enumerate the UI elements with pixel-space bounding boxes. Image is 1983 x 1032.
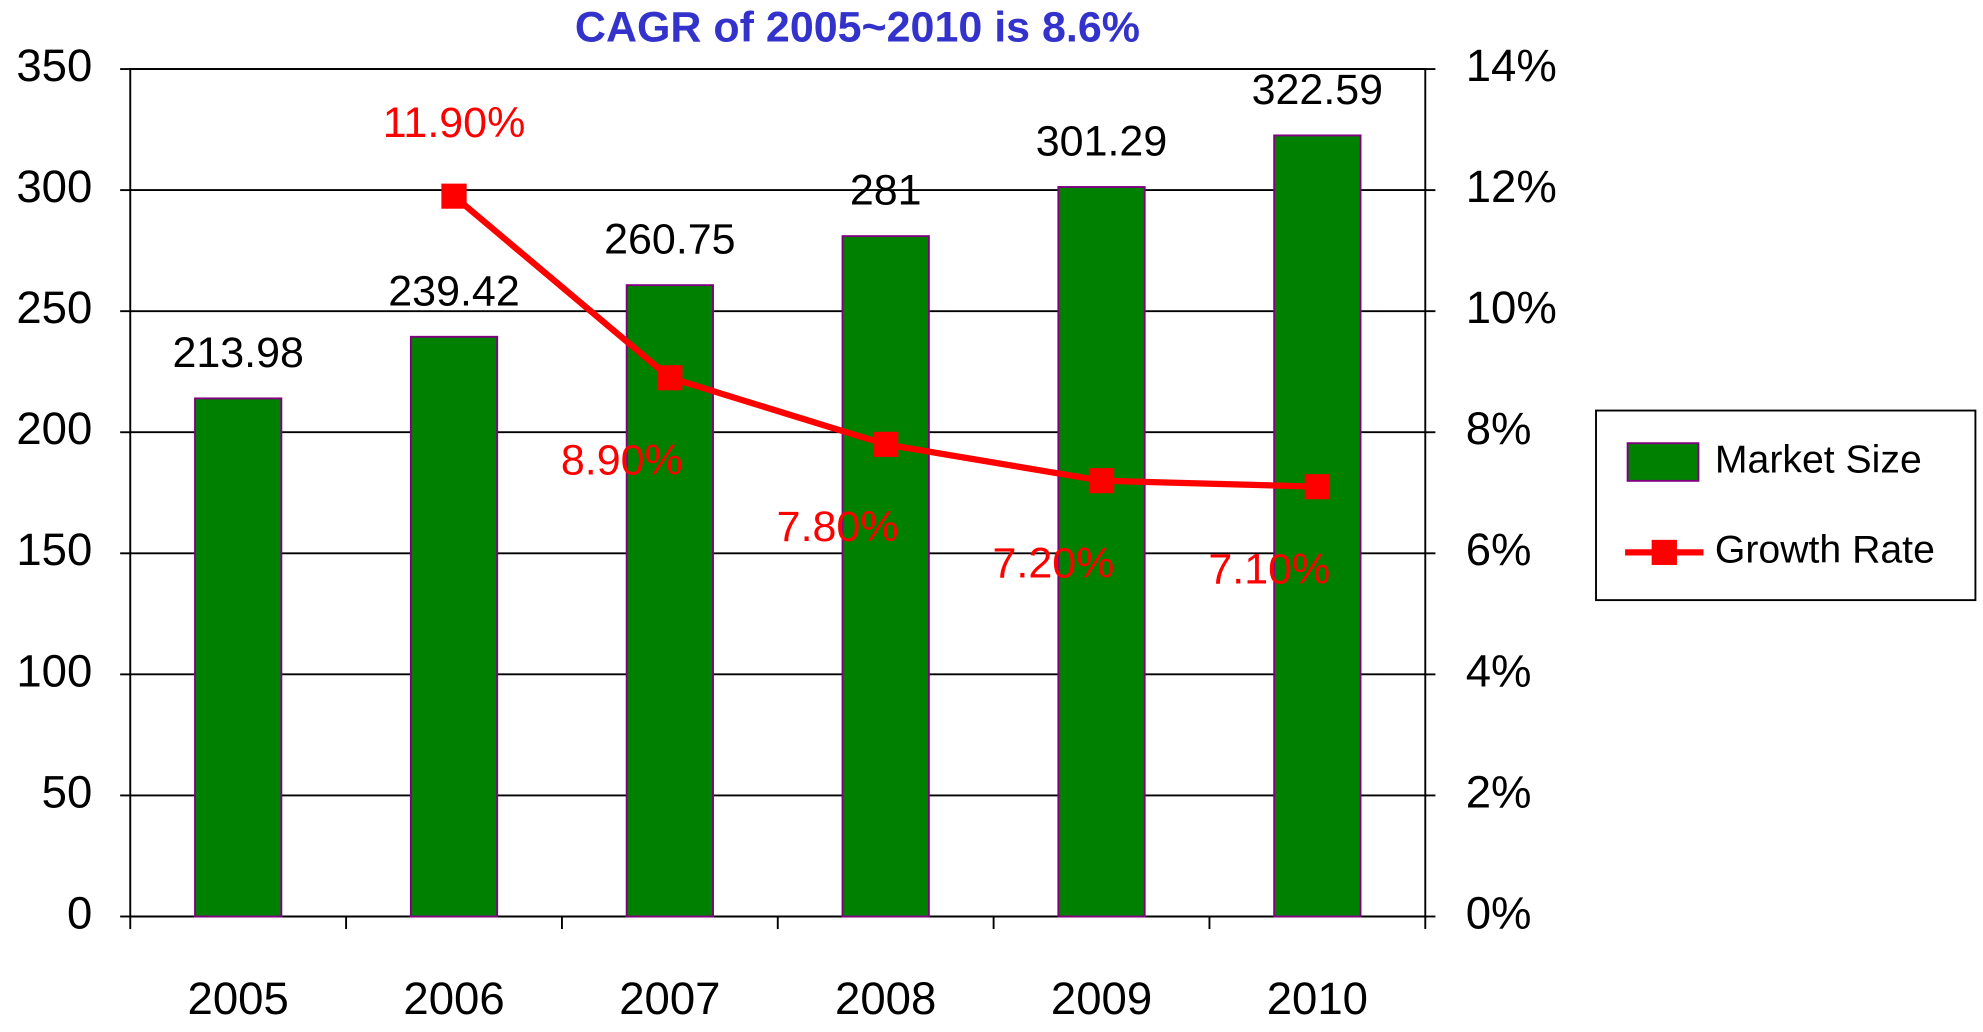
y-tick-label: 200 <box>16 403 92 454</box>
bar-value-label: 301.29 <box>1036 118 1167 166</box>
line-value-label: 8.90% <box>561 437 683 485</box>
y2-tick-label: 8% <box>1466 403 1532 454</box>
bar <box>1057 186 1146 918</box>
bar-value-label: 322.59 <box>1252 66 1383 114</box>
line-value-label: 7.20% <box>993 539 1115 587</box>
bar-value-label: 281 <box>850 167 922 215</box>
y2-tick-label: 14% <box>1466 40 1557 91</box>
line-marker <box>441 183 467 209</box>
y2-tick-label: 6% <box>1466 524 1532 575</box>
legend-label: Market Size <box>1715 438 1922 481</box>
y2-tick-label: 0% <box>1466 888 1532 939</box>
legend-swatch <box>1626 442 1700 482</box>
line-marker <box>1088 468 1115 494</box>
x-tick-label: 2006 <box>403 973 504 1024</box>
y-tick-label: 0 <box>67 888 92 939</box>
chart-title: CAGR of 2005~2010 is 8.6% <box>575 4 1140 52</box>
x-tick-label: 2009 <box>1051 973 1152 1024</box>
y2-tick-label: 2% <box>1466 767 1532 818</box>
x-tick-label: 2008 <box>835 973 936 1024</box>
y2-tick-label: 10% <box>1466 282 1557 333</box>
y-tick-label: 150 <box>16 524 92 575</box>
line-value-label: 11.90% <box>383 99 526 147</box>
legend-box <box>1595 409 1977 602</box>
y-tick-label: 300 <box>16 161 92 212</box>
bar-value-label: 239.42 <box>388 268 519 316</box>
y-tick-label: 350 <box>16 40 92 91</box>
y-tick-label: 250 <box>16 282 92 333</box>
plot-border <box>129 68 1427 918</box>
line-value-label: 7.80% <box>777 503 899 551</box>
bar <box>1273 134 1362 918</box>
bar <box>409 335 499 918</box>
x-tick-label: 2010 <box>1267 973 1368 1024</box>
bar <box>194 397 283 918</box>
x-tick-label: 2005 <box>188 973 289 1024</box>
legend-swatch <box>1651 539 1677 565</box>
line-marker <box>657 365 683 391</box>
y-tick-label: 50 <box>42 767 93 818</box>
y-tick-label: 100 <box>16 645 92 696</box>
bar-value-label: 260.75 <box>604 216 735 264</box>
legend-label: Growth Rate <box>1715 529 1935 572</box>
line-marker <box>1304 474 1331 500</box>
line-marker <box>873 431 899 457</box>
bar-value-label: 213.98 <box>172 329 303 377</box>
y2-tick-label: 4% <box>1466 645 1532 696</box>
bar <box>841 235 930 918</box>
x-tick-label: 2007 <box>619 973 720 1024</box>
line-value-label: 7.10% <box>1208 546 1330 594</box>
y2-tick-label: 12% <box>1466 161 1557 212</box>
bar <box>625 284 714 918</box>
